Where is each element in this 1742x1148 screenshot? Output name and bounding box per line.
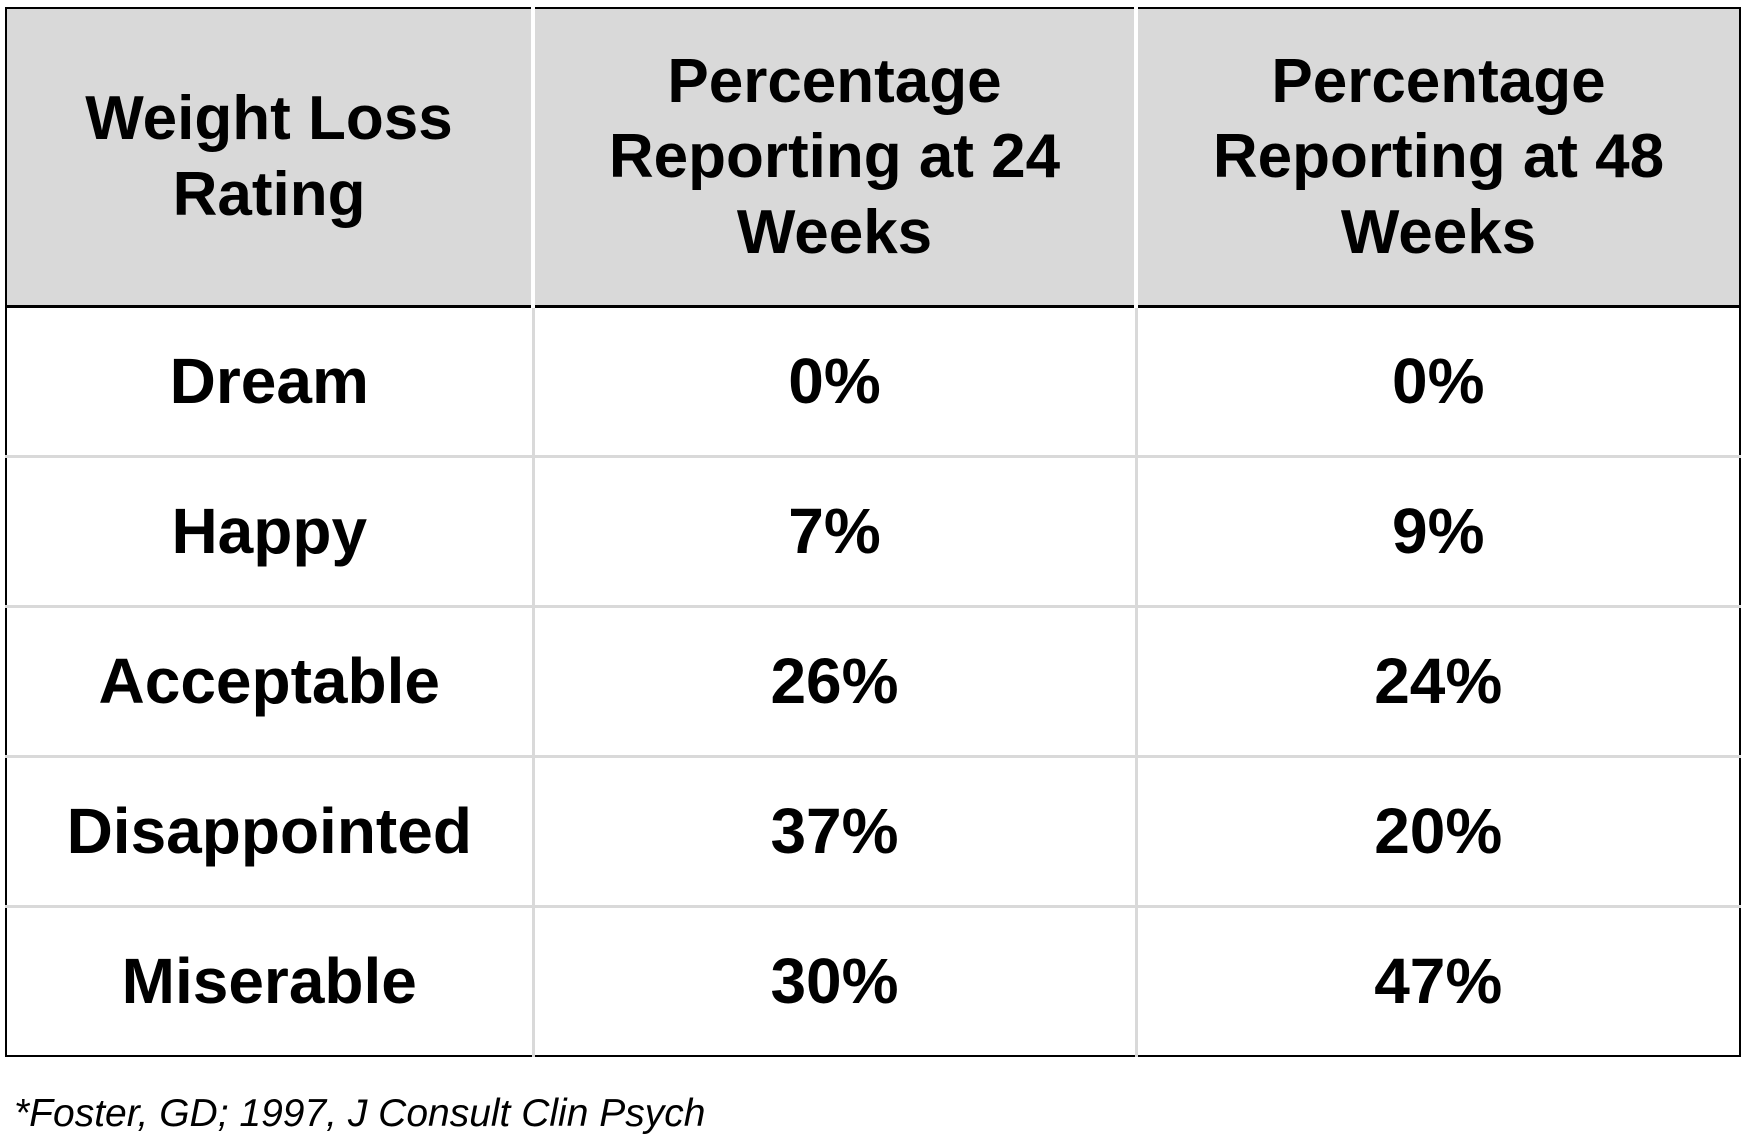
table-row: Happy 7% 9% xyxy=(6,455,1740,607)
percent-24-weeks-cell: 7% xyxy=(531,455,1136,607)
rating-cell: Miserable xyxy=(6,905,533,1056)
table-row: Dream 0% 0% xyxy=(6,306,1740,457)
header-row: Weight Loss Rating Percentage Reporting … xyxy=(6,8,1740,308)
header-line: Weeks xyxy=(736,197,933,267)
table-row: Acceptable 26% 24% xyxy=(6,605,1740,757)
rating-cell: Dream xyxy=(169,345,369,418)
header-line: Percentage xyxy=(1271,46,1606,116)
weight-loss-rating-table: Weight Loss Rating Percentage Reporting … xyxy=(5,7,1741,1057)
percent-24-weeks-cell: 0% xyxy=(531,306,1136,457)
header-line: Reporting at 24 xyxy=(608,122,1061,192)
percent-48-weeks-cell: 9% xyxy=(1134,455,1740,607)
header-percentage-24-weeks: Percentage Reporting at 24 Weeks xyxy=(531,8,1136,308)
table-row: Miserable 30% 47% xyxy=(6,905,1740,1056)
percent-48-weeks-cell: 0% xyxy=(1134,306,1740,457)
header-line: Rating xyxy=(172,160,366,229)
percent-48-weeks-cell: 20% xyxy=(1134,755,1740,907)
table-body: Dream 0% 0% Happy 7% 9% Acceptable 26% 2… xyxy=(6,306,1740,1056)
rating-cell: Disappointed xyxy=(6,755,533,907)
table-row: Disappointed 37% 20% xyxy=(6,755,1740,907)
percent-24-weeks-cell: 37% xyxy=(531,755,1136,907)
percent-24-weeks-cell: 30% xyxy=(531,905,1136,1056)
citation-note: *Foster, GD; 1997, J Consult Clin Psych xyxy=(14,1092,706,1135)
header-line: Percentage xyxy=(667,46,1002,116)
header-percentage-48-weeks: Percentage Reporting at 48 Weeks xyxy=(1134,8,1740,308)
percent-48-weeks-cell: 47% xyxy=(1134,905,1740,1056)
rating-cell: Happy xyxy=(6,455,533,607)
rating-cell: Acceptable xyxy=(6,605,533,757)
header-line: Reporting at 48 xyxy=(1212,122,1665,192)
header-line: Weeks xyxy=(1340,197,1537,267)
percent-48-weeks-cell: 24% xyxy=(1134,605,1740,757)
table-header: Weight Loss Rating Percentage Reporting … xyxy=(6,8,1740,308)
header-weight-loss-rating: Weight Loss Rating xyxy=(6,8,533,308)
header-line: Weight Loss xyxy=(85,84,453,154)
percent-24-weeks-cell: 26% xyxy=(531,605,1136,757)
